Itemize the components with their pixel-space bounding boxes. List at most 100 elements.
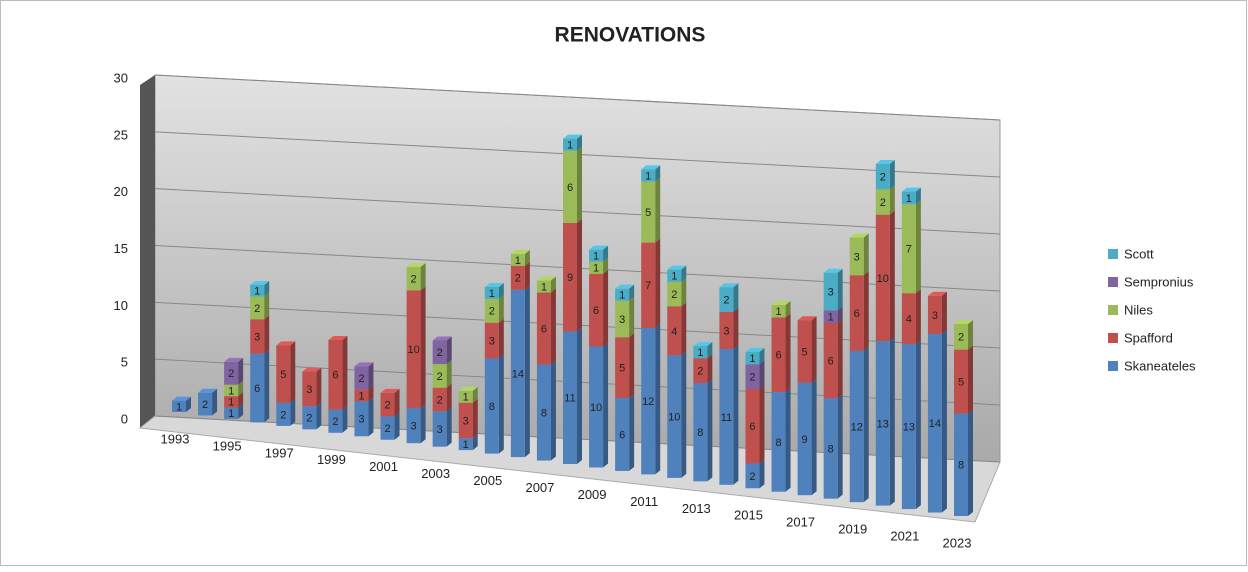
bar-segment: 3 [615,296,635,338]
bar-segment: 1 [745,347,765,365]
bar-front [563,223,577,332]
value-label: 2 [358,373,364,385]
bar-front [797,382,812,496]
legend-swatch [1108,249,1118,259]
bar-side [238,357,244,385]
bar-segment: 3 [250,315,270,354]
value-label: 1 [697,347,703,359]
value-label: 3 [358,414,364,426]
bar-front [745,463,760,489]
bar-side [420,262,426,291]
bar-side [681,277,687,307]
bar-front [954,324,968,350]
bar-side [837,318,843,399]
x-tick-label: 2019 [838,522,867,537]
bar-side [707,354,713,383]
value-label: 1 [176,401,182,413]
legend-label: Spafford [1124,330,1173,345]
x-tick-label: 2005 [473,473,502,488]
bar-side [316,367,322,407]
value-label: 2 [723,294,729,306]
bar-segment: 3 [849,233,869,276]
bar-segment: 5 [641,177,661,243]
bar-segment: 1 [536,276,556,293]
value-label: 1 [593,263,599,275]
value-label: 5 [802,346,808,358]
bar-top [771,300,791,305]
bar-side [889,185,895,215]
value-label: 2 [437,347,443,359]
bar-side [811,316,817,383]
bar-side [472,386,478,403]
bar-segment: 1 [484,283,504,300]
bar-front [224,361,239,385]
bar-segment: 6 [563,146,582,223]
value-label: 2 [749,471,755,483]
bar-segment: 3 [484,318,504,359]
bar-side [629,296,635,338]
bar-top [276,341,296,346]
bar-side [603,342,609,468]
value-label: 6 [854,308,860,320]
value-label: 1 [775,306,781,318]
bar-side [863,271,869,351]
bar-side [681,351,687,478]
bar-top [589,245,609,250]
value-label: 2 [880,172,886,184]
bar-side [629,284,635,301]
bar-side [863,233,869,276]
bar-front [901,293,916,344]
bar-front [849,237,864,276]
bar-side [603,257,609,274]
bar-side [681,302,687,356]
bar-top [563,134,582,139]
bar-front [771,392,786,492]
x-tick-label: 2013 [682,501,711,516]
value-label: 2 [202,399,208,411]
bar-front [667,355,682,478]
bar-segment: 3 [432,407,452,447]
bar-front [536,292,551,365]
value-label: 8 [489,401,495,413]
y-tick-label: 15 [114,241,128,256]
bar-front [875,189,890,215]
legend-swatch [1108,277,1118,287]
bar-side [472,398,478,439]
value-label: 8 [828,443,834,455]
bar-side [238,380,244,397]
bar-side [420,403,426,444]
value-label: 12 [642,396,654,408]
bar-side [603,269,609,347]
value-label: 14 [929,418,941,430]
bar-segment: 5 [954,345,973,414]
bar-top [745,347,765,352]
bar-top [224,357,244,362]
value-label: 2 [880,197,886,209]
bar-side [368,385,374,402]
bar-segment: 2 [302,402,322,430]
value-label: 2 [332,416,338,428]
bar-segment: 13 [901,339,921,510]
bar-front [328,409,343,433]
bar-side [264,315,270,354]
bar-segment: 4 [901,289,921,344]
value-label: 6 [332,370,338,382]
bar-segment: 2 [276,398,296,426]
bar-segment: 14 [927,330,947,513]
bar-side [915,289,921,344]
x-tick-label: 2011 [630,494,658,509]
bar-top [172,396,191,401]
bar-front [589,261,604,274]
value-label: 2 [515,273,521,285]
bar-front [510,265,525,290]
bar-segment: 2 [380,412,400,440]
value-label: 2 [749,372,755,384]
value-label: 6 [254,383,260,395]
bar-segment: 6 [250,349,270,423]
bar-front [432,364,447,388]
bar-front [615,288,630,301]
bar-segment: 1 [693,342,713,359]
bar-segment: 1 [172,396,191,413]
bar-side [446,336,452,365]
